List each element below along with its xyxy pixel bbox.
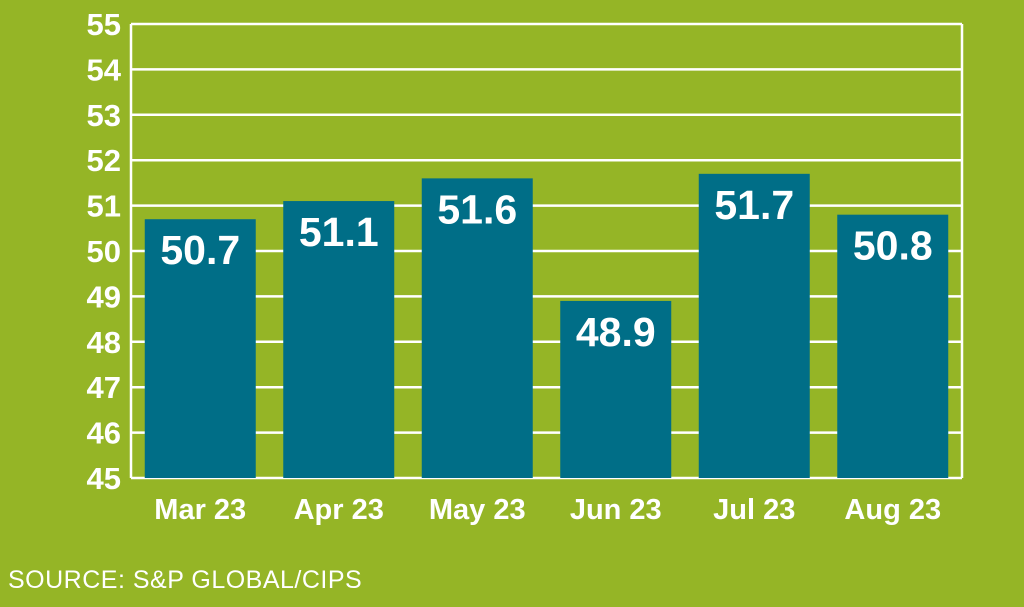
bar	[698, 173, 810, 478]
x-tick-label: Jul 23	[713, 494, 795, 526]
y-tick-label: 47	[87, 370, 121, 405]
y-tick-label: 54	[87, 52, 122, 87]
y-tick-label: 53	[87, 98, 121, 133]
bar-value-label: 50.7	[160, 227, 240, 273]
x-tick-label: Jun 23	[570, 494, 662, 526]
y-tick-label: 52	[87, 143, 121, 178]
x-tick-label: Mar 23	[154, 494, 246, 526]
bar-value-labels: 50.7 51.1 51.6 48.9 51.7 50.8	[160, 182, 932, 355]
bar-value-label: 51.7	[714, 182, 794, 228]
y-tick-label: 51	[87, 189, 121, 224]
grid-lines	[129, 22, 964, 480]
bar-value-label: 50.8	[853, 223, 933, 269]
source-note: SOURCE: S&P GLOBAL/CIPS	[8, 566, 363, 594]
y-axis-ticks: 45 46 47 48 49 50 51 52 53 54 55	[87, 7, 122, 496]
bar	[837, 214, 949, 478]
bar	[283, 201, 395, 478]
y-tick-label: 45	[87, 461, 121, 496]
y-tick-label: 49	[87, 279, 121, 314]
bar	[560, 300, 672, 478]
y-tick-label: 55	[87, 7, 121, 42]
bar	[144, 219, 256, 478]
y-tick-label: 50	[87, 234, 121, 269]
bar-value-label: 48.9	[576, 309, 656, 355]
y-tick-label: 48	[87, 325, 121, 360]
bars	[144, 173, 949, 479]
x-tick-label: May 23	[429, 494, 526, 526]
bar-value-label: 51.6	[437, 186, 517, 232]
x-tick-label: Aug 23	[844, 494, 941, 526]
bar	[421, 178, 533, 479]
x-tick-label: Apr 23	[294, 494, 384, 526]
x-axis-ticks: Mar 23 Apr 23 May 23 Jun 23 Jul 23 Aug 23	[154, 494, 941, 526]
y-tick-label: 46	[87, 416, 121, 451]
bar-value-label: 51.1	[299, 209, 379, 255]
